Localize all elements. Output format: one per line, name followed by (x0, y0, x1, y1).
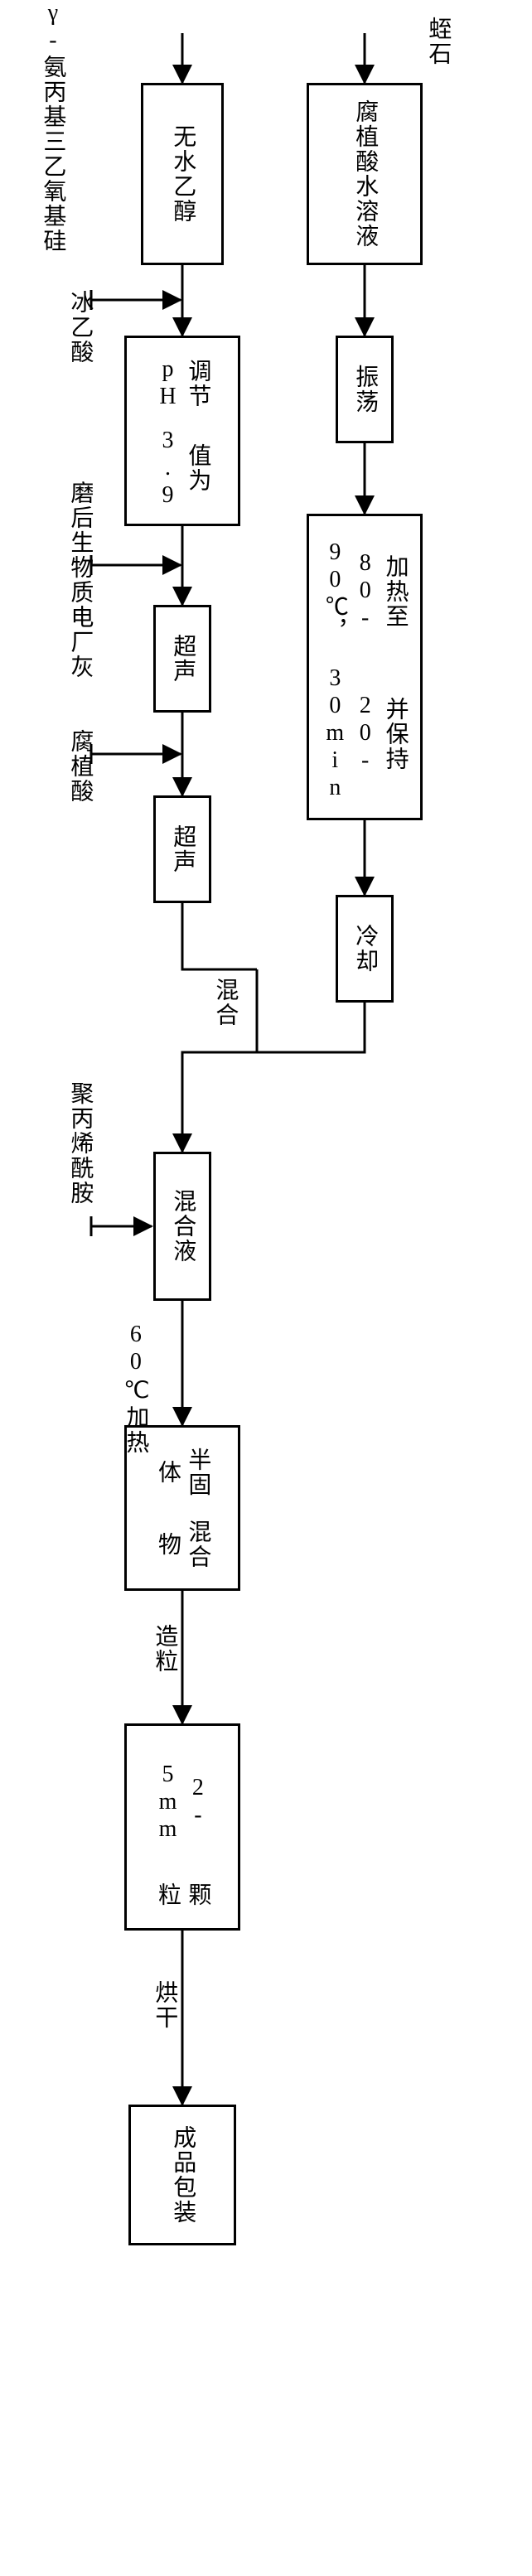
flow-node-n_us1: 超声 (153, 605, 211, 713)
flow-label-l_fulvic: 腐植酸 (65, 729, 94, 804)
flow-label-l_dry: 烘干 (149, 1980, 179, 2030)
flow-label-l_acetic: 冰乙酸 (65, 290, 94, 365)
flow-label-l_aptes: γ-氨丙基三乙氧基硅 (37, 0, 67, 254)
flow-label-l_ash: 磨后生物质电厂灰 (65, 481, 94, 679)
flow-node-n_mix: 混合液 (153, 1152, 211, 1301)
flow-node-n_us2: 超声 (153, 795, 211, 903)
flow-node-n_ph: 调节pH值为3.9 (124, 336, 240, 526)
flow-label-l_mix: 混合 (210, 978, 239, 1027)
flow-node-n_pack: 成品包装 (128, 2105, 236, 2245)
flow-node-n_shake: 振荡 (336, 336, 394, 443)
flow-node-n_cool: 冷却 (336, 895, 394, 1003)
flow-label-l_60c: 60℃加热 (120, 1322, 150, 1455)
flow-node-n_humic: 腐植酸水溶液 (307, 83, 423, 265)
flow-edge (182, 903, 257, 969)
flow-node-n_ethanol: 无水乙醇 (141, 83, 224, 265)
flow-node-n_gran: 2-5mm颗粒 (124, 1723, 240, 1931)
flow-label-l_verm: 蛭石 (423, 17, 452, 66)
flow-label-l_pam: 聚丙烯酰胺 (65, 1081, 94, 1206)
flow-node-n_heat: 加热至80-90℃，并保持20-30min (307, 514, 423, 820)
flow-label-l_pellet: 造粒 (149, 1624, 179, 1674)
